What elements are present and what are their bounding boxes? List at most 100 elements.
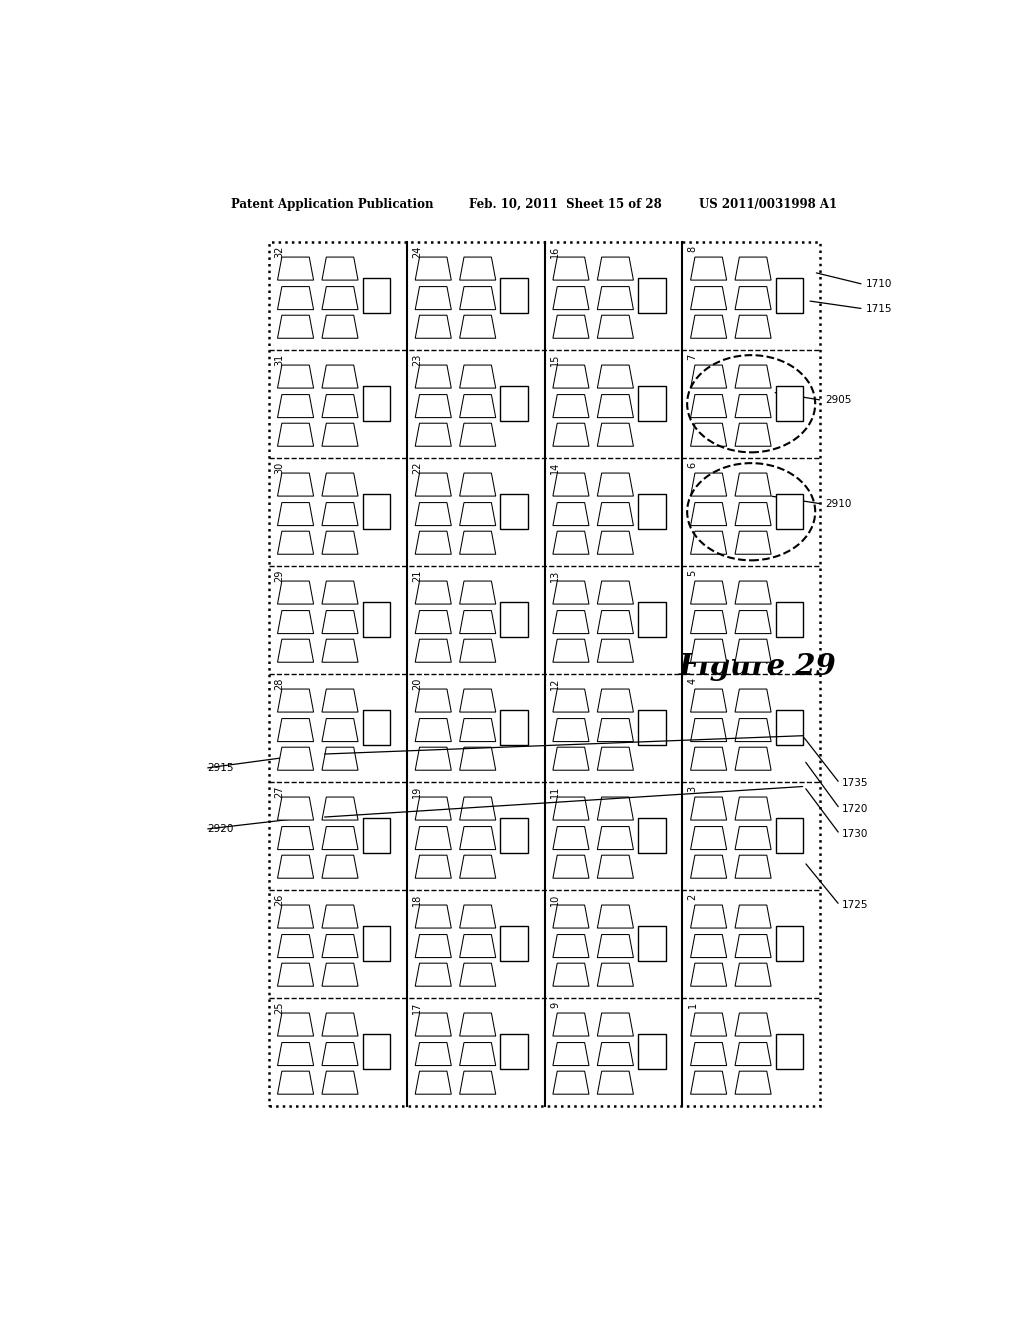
Bar xyxy=(776,818,804,854)
Polygon shape xyxy=(690,1071,727,1094)
Polygon shape xyxy=(322,935,358,957)
Polygon shape xyxy=(460,315,496,338)
Text: 9: 9 xyxy=(550,1002,560,1008)
Polygon shape xyxy=(415,257,452,280)
Bar xyxy=(638,1034,666,1069)
Text: 1720: 1720 xyxy=(842,804,868,814)
Polygon shape xyxy=(735,503,771,525)
Polygon shape xyxy=(415,639,452,663)
Polygon shape xyxy=(278,855,313,878)
Polygon shape xyxy=(553,1012,589,1036)
Polygon shape xyxy=(553,257,589,280)
Bar xyxy=(269,242,820,1106)
Polygon shape xyxy=(278,797,313,820)
Polygon shape xyxy=(690,581,727,605)
Polygon shape xyxy=(278,1043,313,1065)
Polygon shape xyxy=(415,826,452,850)
Polygon shape xyxy=(415,964,452,986)
Text: Figure 29: Figure 29 xyxy=(679,652,837,681)
Polygon shape xyxy=(415,473,452,496)
Polygon shape xyxy=(553,855,589,878)
Polygon shape xyxy=(460,906,496,928)
Polygon shape xyxy=(460,531,496,554)
Polygon shape xyxy=(597,473,634,496)
Polygon shape xyxy=(322,1071,358,1094)
Polygon shape xyxy=(735,747,771,770)
Text: 12: 12 xyxy=(550,677,560,690)
Text: 14: 14 xyxy=(550,462,560,474)
Text: 1725: 1725 xyxy=(842,900,868,911)
Polygon shape xyxy=(735,935,771,957)
Bar xyxy=(501,927,528,961)
Bar xyxy=(501,1034,528,1069)
Text: 10: 10 xyxy=(550,894,560,906)
Text: 31: 31 xyxy=(274,354,285,366)
Polygon shape xyxy=(553,826,589,850)
Bar xyxy=(776,1034,804,1069)
Polygon shape xyxy=(553,906,589,928)
Polygon shape xyxy=(735,855,771,878)
Polygon shape xyxy=(460,286,496,310)
Polygon shape xyxy=(690,935,727,957)
Text: 1735: 1735 xyxy=(842,779,868,788)
Polygon shape xyxy=(322,826,358,850)
Polygon shape xyxy=(597,286,634,310)
Bar xyxy=(501,385,528,421)
Text: 20: 20 xyxy=(413,677,422,690)
Text: 2910: 2910 xyxy=(824,499,851,510)
Polygon shape xyxy=(597,718,634,742)
Polygon shape xyxy=(278,424,313,446)
Bar xyxy=(776,602,804,638)
Bar xyxy=(362,1034,390,1069)
Polygon shape xyxy=(278,1071,313,1094)
Polygon shape xyxy=(690,395,727,417)
Bar xyxy=(362,385,390,421)
Polygon shape xyxy=(322,964,358,986)
Polygon shape xyxy=(735,964,771,986)
Bar xyxy=(638,494,666,529)
Text: 23: 23 xyxy=(413,354,422,366)
Polygon shape xyxy=(415,1043,452,1065)
Polygon shape xyxy=(322,473,358,496)
Polygon shape xyxy=(597,611,634,634)
Polygon shape xyxy=(690,747,727,770)
Bar xyxy=(501,494,528,529)
Polygon shape xyxy=(460,797,496,820)
Polygon shape xyxy=(553,503,589,525)
Bar xyxy=(362,494,390,529)
Polygon shape xyxy=(735,424,771,446)
Polygon shape xyxy=(322,503,358,525)
Polygon shape xyxy=(553,639,589,663)
Polygon shape xyxy=(690,424,727,446)
Text: 26: 26 xyxy=(274,894,285,906)
Text: 4: 4 xyxy=(688,677,697,684)
Polygon shape xyxy=(553,797,589,820)
Polygon shape xyxy=(597,906,634,928)
Polygon shape xyxy=(415,855,452,878)
Bar xyxy=(362,710,390,746)
Polygon shape xyxy=(690,366,727,388)
Polygon shape xyxy=(415,797,452,820)
Polygon shape xyxy=(460,747,496,770)
Polygon shape xyxy=(460,935,496,957)
Text: 2905: 2905 xyxy=(824,395,851,405)
Text: 7: 7 xyxy=(688,354,697,360)
Bar xyxy=(776,927,804,961)
Polygon shape xyxy=(278,581,313,605)
Polygon shape xyxy=(597,689,634,711)
Polygon shape xyxy=(735,395,771,417)
Text: 3: 3 xyxy=(688,785,697,792)
Polygon shape xyxy=(415,611,452,634)
Polygon shape xyxy=(735,1043,771,1065)
Polygon shape xyxy=(322,855,358,878)
Polygon shape xyxy=(735,718,771,742)
Polygon shape xyxy=(460,257,496,280)
Text: Patent Application Publication: Patent Application Publication xyxy=(231,198,434,211)
Polygon shape xyxy=(735,826,771,850)
Polygon shape xyxy=(460,395,496,417)
Text: 1715: 1715 xyxy=(866,304,893,314)
Text: 2: 2 xyxy=(688,894,697,900)
Bar xyxy=(501,818,528,854)
Bar xyxy=(776,385,804,421)
Polygon shape xyxy=(597,257,634,280)
